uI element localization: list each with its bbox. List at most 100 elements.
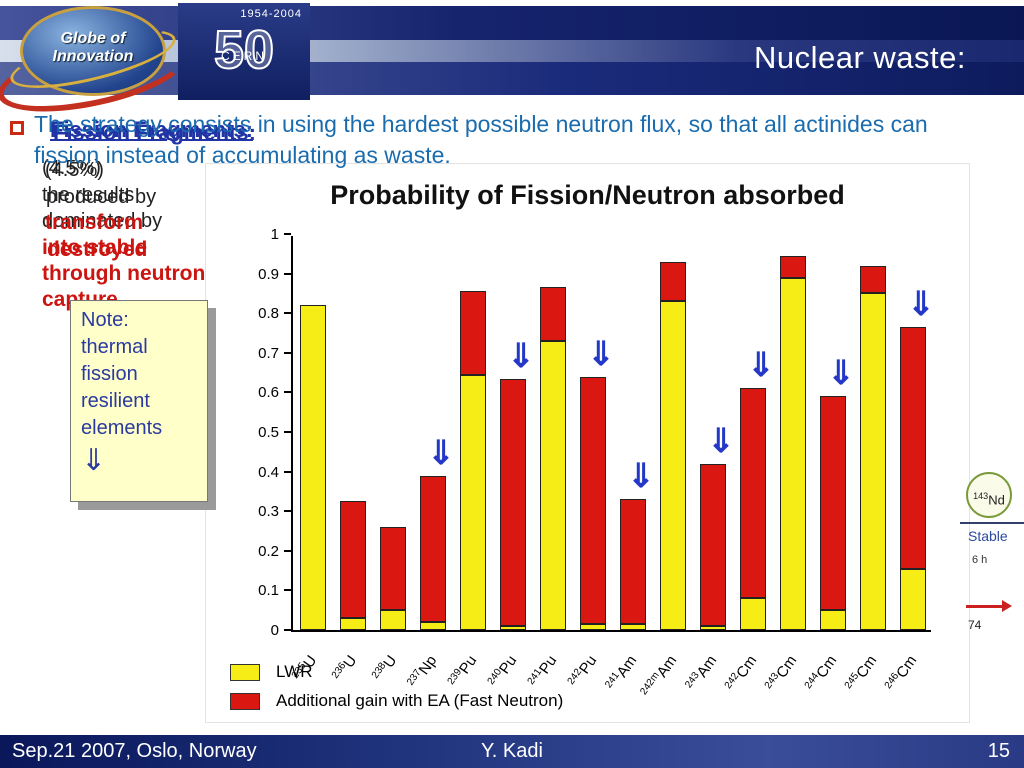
- bar-segment-lwr: [500, 626, 526, 630]
- cern-50-logo: 1954-2004 50 CERN: [178, 3, 310, 100]
- half-life-label: 6 h: [972, 554, 988, 566]
- y-axis-tick-label: 0.7: [258, 344, 279, 362]
- note-text-line: Note:: [81, 309, 129, 331]
- bar-segment-ea-gain: [460, 291, 486, 375]
- y-axis-tick-label: 0: [270, 622, 279, 639]
- bar-segment-lwr: [900, 568, 926, 630]
- y-axis-tick: [284, 510, 291, 513]
- bar-segment-ea-gain: [500, 378, 526, 627]
- fast-fission-arrow-icon: ⇓: [827, 354, 855, 392]
- text-fragment: dominated by: [42, 210, 163, 232]
- grid-line: [960, 522, 1024, 524]
- bar-segment-lwr: [660, 301, 686, 630]
- bar-segment-lwr: [580, 624, 606, 630]
- bar-segment-lwr: [380, 610, 406, 630]
- bar-segment-lwr: [620, 624, 646, 630]
- y-axis-tick-label: 1: [270, 226, 279, 243]
- bar-segment-ea-gain: [900, 327, 926, 569]
- bar-segment-ea-gain: [540, 287, 566, 341]
- bar-segment-ea-gain: [340, 501, 366, 619]
- bar-segment-lwr: [780, 277, 806, 630]
- neutron-number-label: 74: [968, 618, 982, 632]
- percent-label-ghost: (4.5%): [45, 159, 104, 181]
- note-box: Note: thermal fission resilient elements ⇓: [70, 300, 208, 502]
- bar-segment-lwr: [820, 610, 846, 630]
- bar-segment-ea-gain: [820, 396, 846, 611]
- plot-area: 0 0.1 0.2 0.3 0.4 0.5 0.6 0.7 0.8 0.9 1 235U 236U 238…: [258, 226, 935, 697]
- stable-label: Stable: [968, 528, 1008, 544]
- bar-segment-ea-gain: [380, 527, 406, 611]
- fast-fission-arrow-icon: ⇓: [747, 346, 775, 384]
- bar-segment-ea-gain: [580, 376, 606, 625]
- note-text-line: fission: [81, 363, 138, 385]
- cern-anniversary-years: 1954-2004: [240, 8, 302, 20]
- red-text-fragment: transform: [45, 211, 144, 234]
- fast-fission-arrow-icon: ⇓: [427, 433, 455, 471]
- nuclide-chart-fragment: 143Nd Stable 6 h 74: [960, 472, 1024, 642]
- note-text-line: elements: [81, 417, 163, 439]
- y-axis-tick-label: 0.8: [258, 305, 279, 323]
- red-text-fragment: through neutron: [42, 262, 206, 285]
- text-fragment: the results: [42, 184, 135, 206]
- red-arrow-head-icon: [1002, 600, 1012, 612]
- y-axis-tick: [284, 351, 291, 354]
- note-text: Note: thermal fission resilient elements: [81, 307, 197, 442]
- bar-segment-lwr: [740, 598, 766, 630]
- fission-fragments-heading: Fission Fragments:: [50, 117, 253, 142]
- globe-of-innovation-logo: Globe of Innovation: [0, 4, 193, 126]
- y-axis-tick: [284, 272, 291, 275]
- legend-swatch: [230, 692, 260, 710]
- bar-segment-ea-gain: [620, 499, 646, 625]
- fission-fragments-heading-ghost: Fission Fragments:: [53, 120, 256, 145]
- bar-segment-lwr: [420, 622, 446, 630]
- cern-name: CERN: [220, 49, 267, 63]
- isotope-element: Nd: [988, 492, 1005, 508]
- bar-segment-ea-gain: [780, 255, 806, 278]
- y-axis-tick-label: 0.1: [258, 582, 279, 600]
- y-axis-tick: [284, 391, 291, 394]
- y-axis-tick: [284, 312, 291, 315]
- globe-logo-text-line1: Globe of: [60, 30, 126, 47]
- globe-logo-text-line2: Innovation: [52, 48, 134, 65]
- bullet-square-icon: [10, 121, 24, 135]
- isotope-mass: 143: [973, 491, 989, 501]
- y-axis-tick: [284, 470, 291, 473]
- overlapping-textblock: Fission Fragments: Fission Fragments: (4…: [42, 117, 282, 337]
- legend-item: Additional gain with EA (Fast Neutron): [230, 691, 790, 711]
- bar-segment-ea-gain: [660, 261, 686, 302]
- bar-segment-ea-gain: [700, 463, 726, 627]
- double-down-arrow-icon: ⇓: [81, 444, 107, 477]
- bar-segment-ea-gain: [420, 475, 446, 623]
- header-stripe-top: [0, 6, 1024, 40]
- y-axis-tick-label: 0.2: [258, 542, 279, 560]
- y-axis-tick-label: 0.5: [258, 424, 279, 441]
- note-text-line: thermal: [81, 336, 148, 358]
- bar-segment-lwr: [860, 293, 886, 630]
- bar-segment-lwr: [700, 626, 726, 630]
- cern-50-number: 50: [213, 19, 275, 81]
- fast-fission-arrow-icon: ⇓: [907, 285, 935, 323]
- red-text-fragment: destroyed: [47, 238, 148, 261]
- nuclide-circle: 143Nd: [966, 472, 1012, 518]
- fast-fission-arrow-icon: ⇓: [627, 457, 655, 495]
- legend-label: LWR: [276, 662, 313, 681]
- footer-page-number: 15: [987, 740, 1010, 762]
- y-axis-tick: [284, 589, 291, 592]
- page-title: Nuclear waste:: [753, 40, 966, 75]
- legend-label: Additional gain with EA (Fast Neutron): [276, 691, 564, 710]
- bar-segment-lwr: [300, 305, 326, 630]
- y-axis-tick-label: 0.3: [258, 503, 279, 521]
- red-arrow-icon: [966, 605, 1002, 608]
- fast-fission-arrow-icon: ⇓: [707, 421, 735, 459]
- strategy-text: The strategy consists in using the harde…: [34, 111, 928, 168]
- note-text-line: resilient: [81, 390, 150, 412]
- percent-label: (4.5%): [42, 157, 101, 179]
- red-text-fragment: into stable: [42, 236, 148, 259]
- chart-title: Probability of Fission/Neutron absorbed: [330, 180, 845, 210]
- legend-item: LWR: [230, 662, 790, 682]
- bar-segment-ea-gain: [860, 265, 886, 294]
- bar-segment-ea-gain: [740, 388, 766, 599]
- y-axis-tick: [284, 549, 291, 552]
- y-axis-tick-label: 0.9: [258, 265, 279, 283]
- footer-date-location: Sep.21 2007, Oslo, Norway: [12, 740, 257, 762]
